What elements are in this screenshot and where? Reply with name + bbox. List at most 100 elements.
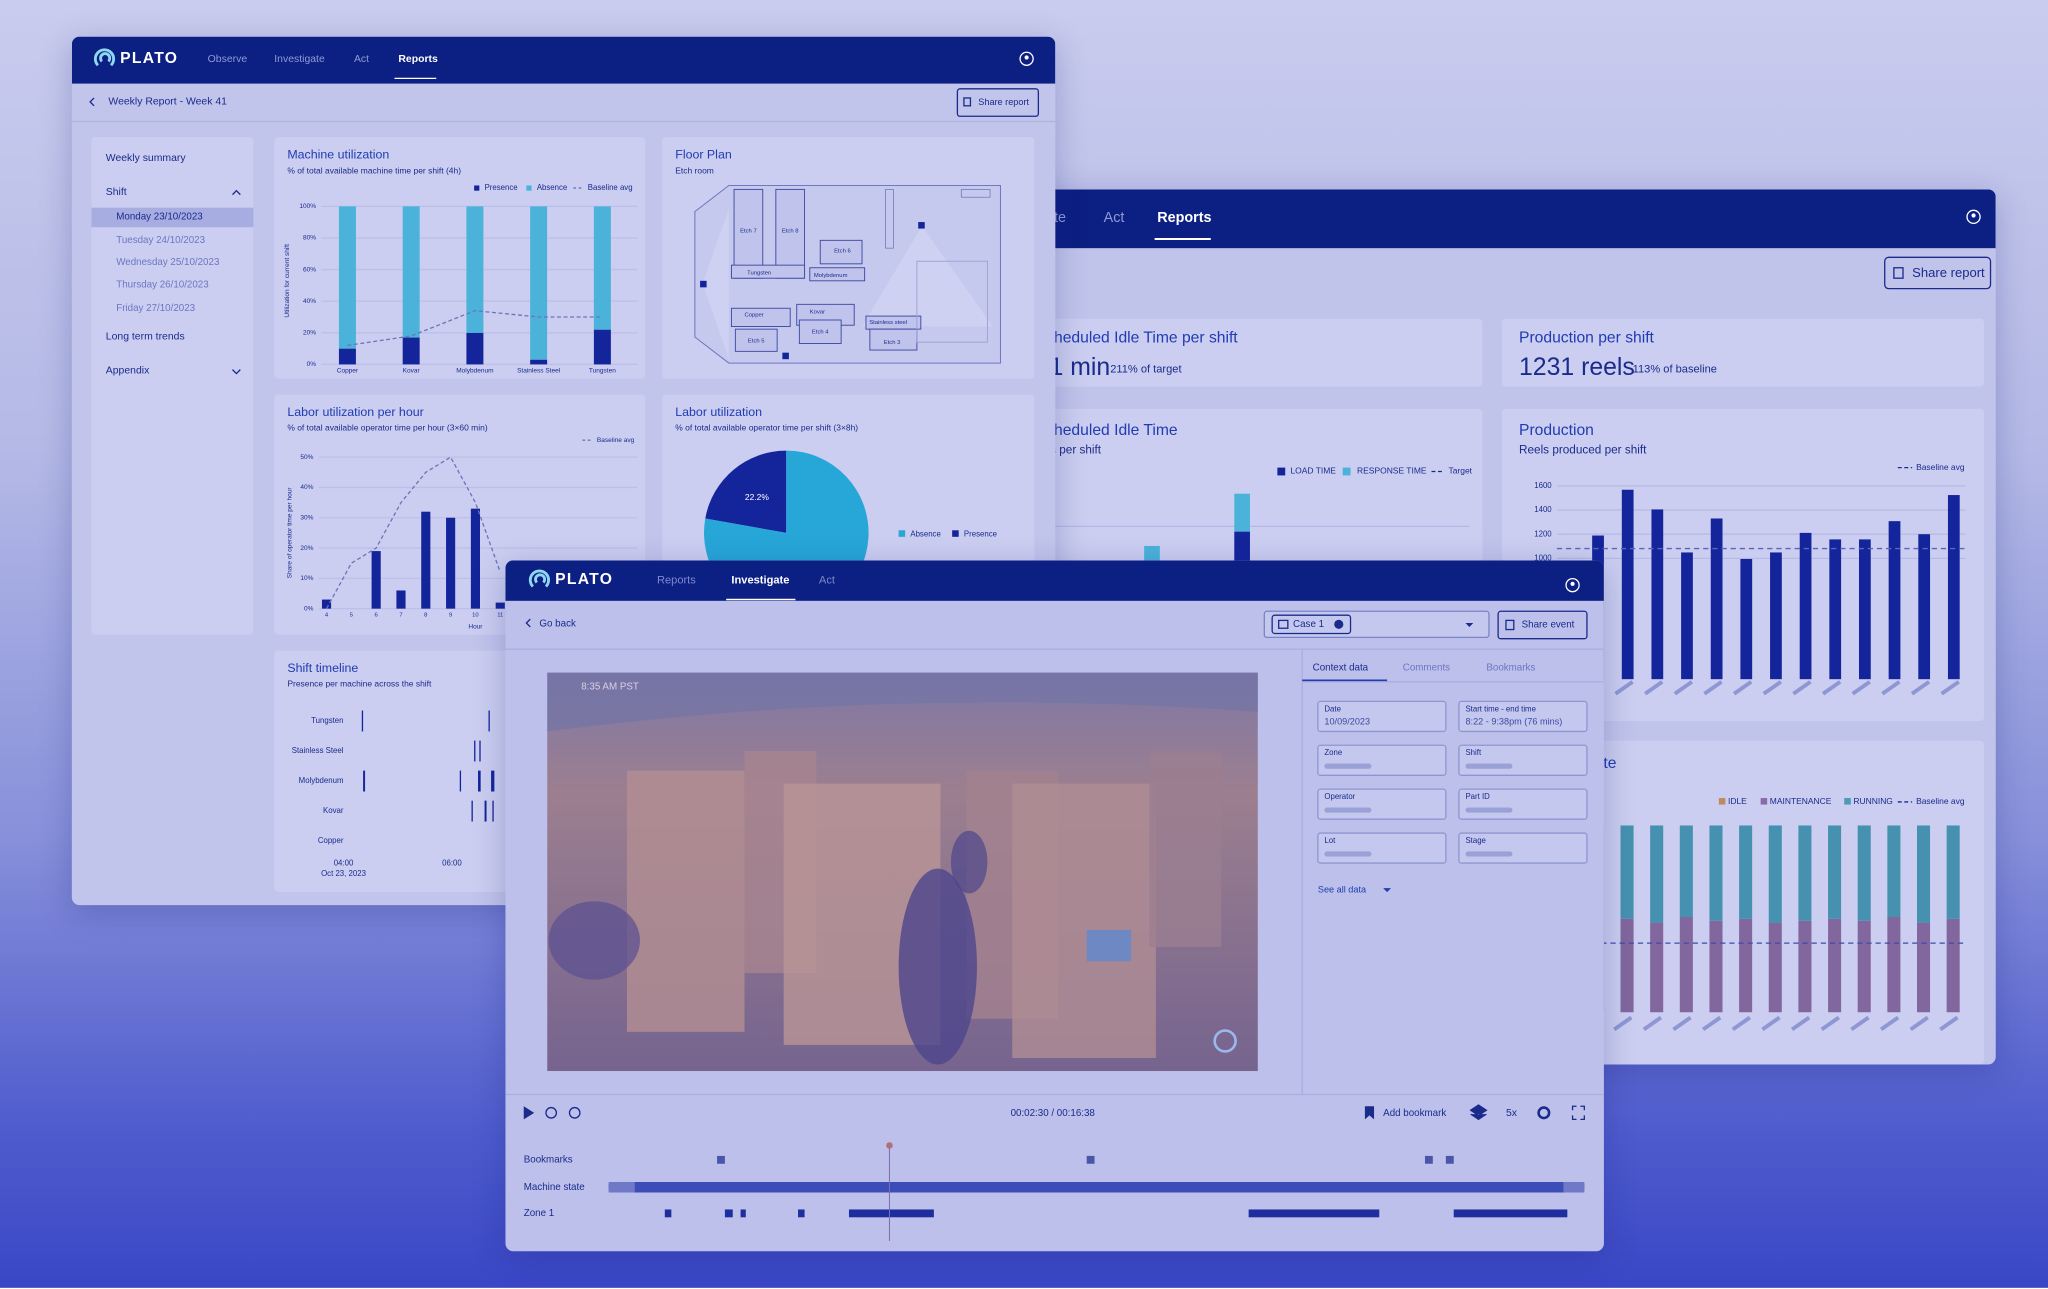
nav-item[interactable]: Act — [354, 54, 369, 65]
page-title: Weekly Report - Week 41 — [108, 97, 227, 108]
sidebar-day[interactable]: Friday 27/10/2023 — [116, 303, 195, 314]
profile-icon[interactable] — [1565, 577, 1580, 593]
x-tick-label: 11 — [497, 613, 503, 619]
screen — [1086, 929, 1132, 962]
settings-icon[interactable] — [1537, 1106, 1551, 1120]
presence-mark — [488, 710, 490, 732]
see-all-link[interactable]: See all data — [1318, 885, 1367, 895]
y-tick-label: 80% — [303, 235, 316, 242]
legend-swatch — [1760, 798, 1768, 805]
machine-box — [798, 319, 842, 344]
nav-item[interactable]: Investigate — [274, 54, 325, 65]
rewind-button[interactable] — [545, 1106, 558, 1119]
sidebar-day[interactable]: Wednesday 25/10/2023 — [116, 257, 220, 268]
case-dropdown — [1263, 610, 1490, 639]
chart-subtitle: Presence per machine across the shift — [287, 679, 432, 689]
x-tick-label-blur — [1614, 680, 1634, 696]
chart-subtitle: % of total available operator time per s… — [675, 423, 858, 433]
chart-title: Floor Plan — [675, 148, 732, 162]
nav-item[interactable]: Reports — [398, 54, 438, 65]
share-icon — [1505, 619, 1515, 631]
y-tick-label: 1200 — [1534, 529, 1552, 538]
nav-item[interactable]: Act — [819, 575, 835, 587]
bar-segment — [1857, 920, 1871, 1013]
x-tick-label: 9 — [449, 613, 452, 619]
back-link[interactable]: Go back — [539, 618, 576, 629]
back-icon[interactable] — [89, 97, 95, 107]
sidebar-item[interactable]: Shift — [106, 187, 127, 198]
share-button-label[interactable]: Share report — [978, 97, 1029, 107]
time-display: 00:02:30 / 00:16:38 — [1011, 1108, 1096, 1119]
kpi-card — [1502, 318, 1984, 387]
y-tick-label: 10% — [300, 575, 313, 582]
sidebar — [91, 137, 254, 635]
bar — [371, 551, 381, 609]
sidebar-day[interactable]: Thursday 26/10/2023 — [116, 279, 209, 290]
x-tick-label-blur — [1821, 680, 1842, 696]
baseline-line — [347, 310, 603, 347]
row-label: Molybdenum — [299, 776, 344, 785]
machine-label: Stainless steel — [869, 320, 907, 326]
tab[interactable]: Context data — [1313, 663, 1369, 674]
bar — [495, 602, 505, 609]
sidebar-item[interactable]: Appendix — [106, 366, 150, 377]
legend-label: Absence — [537, 183, 567, 192]
profile-icon[interactable] — [1019, 51, 1034, 66]
bookmark-marker — [717, 1155, 725, 1164]
zone-segment — [1453, 1209, 1568, 1218]
x-tick-label-blur — [1762, 680, 1782, 696]
timeline-label: Machine state — [524, 1182, 585, 1193]
add-bookmark[interactable]: Add bookmark — [1383, 1108, 1446, 1119]
sidebar-day[interactable]: Tuesday 24/10/2023 — [116, 235, 205, 246]
nav-item[interactable]: Observe — [208, 54, 248, 65]
bar-segment — [1620, 918, 1634, 1013]
row-label: Kovar — [323, 806, 344, 815]
header-bar — [71, 36, 1056, 84]
sidebar-item[interactable]: Weekly summary — [106, 153, 187, 164]
sidebar-item[interactable]: Long term trends — [106, 332, 185, 343]
machine-box — [809, 267, 866, 282]
legend-label: MAINTENANCE — [1770, 796, 1832, 806]
room — [916, 260, 988, 343]
bar — [396, 590, 406, 609]
bookmark-marker — [1086, 1155, 1095, 1164]
fullscreen-icon[interactable] — [1571, 1105, 1585, 1120]
share-button-label[interactable]: Share report — [1912, 265, 1985, 280]
x-tick-label: 6 — [375, 613, 378, 619]
machine-label: Etch 5 — [748, 338, 765, 344]
play-button[interactable] — [523, 1106, 535, 1120]
x-tick-label: Tungsten — [589, 368, 616, 375]
back-icon[interactable] — [525, 618, 531, 628]
x-tick-label-blur — [1792, 680, 1812, 696]
speed[interactable]: 5x — [1506, 1108, 1518, 1119]
layers-icon[interactable] — [1469, 1104, 1488, 1121]
header-bar — [505, 560, 1604, 601]
playhead-handle[interactable] — [886, 1142, 893, 1149]
nav-item[interactable]: Investigate — [731, 575, 789, 587]
remove-icon[interactable] — [1334, 619, 1344, 629]
case-label: Case 1 — [1293, 619, 1324, 630]
bookmark-icon[interactable] — [1364, 1106, 1375, 1120]
y-tick-label: 0% — [304, 605, 314, 612]
person-blur — [950, 830, 988, 894]
tab[interactable]: Comments — [1403, 663, 1450, 674]
presence-mark — [363, 770, 366, 792]
share-button — [1497, 610, 1588, 640]
nav-item[interactable]: Act — [1104, 210, 1125, 226]
bar-segment — [1887, 916, 1901, 1013]
field-label: Shift — [1465, 748, 1481, 757]
field-label: Lot — [1324, 836, 1336, 845]
share-button-label[interactable]: Share event — [1522, 620, 1575, 631]
forward-button[interactable] — [568, 1106, 581, 1119]
profile-icon[interactable] — [1966, 209, 1981, 224]
y-tick-label: 1600 — [1534, 481, 1552, 490]
x-tick-label: Kovar — [403, 368, 421, 375]
sidebar-day[interactable]: Monday 23/10/2023 — [116, 211, 203, 222]
nav-item[interactable]: Reports — [657, 575, 696, 587]
tab[interactable]: Bookmarks — [1486, 663, 1535, 674]
nav-item[interactable]: Reports — [1157, 210, 1211, 226]
chart-title: Labor utilization per hour — [287, 405, 423, 419]
presence-mark — [491, 770, 495, 792]
x-tick-label-blur — [1850, 1015, 1870, 1032]
